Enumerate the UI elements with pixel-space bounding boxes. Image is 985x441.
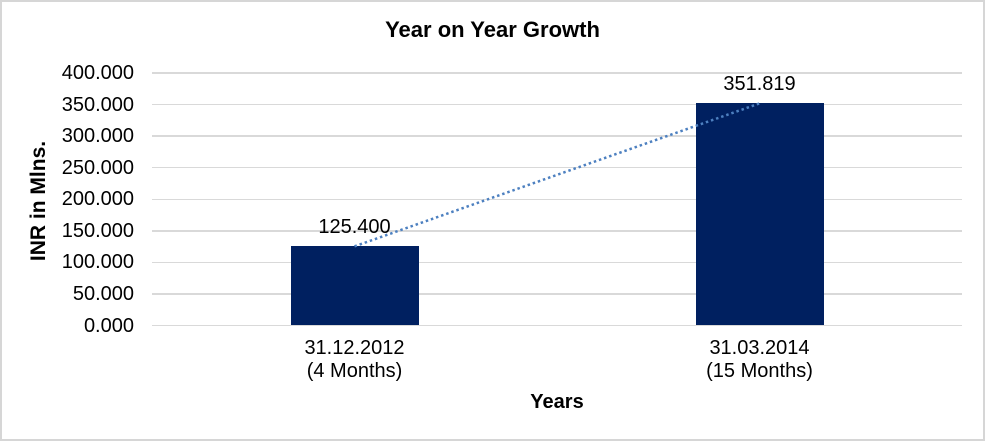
gridline xyxy=(152,324,962,327)
gridline xyxy=(152,261,962,264)
gridline xyxy=(152,72,962,74)
y-axis-tick-label: 100.000 xyxy=(61,251,134,274)
bar xyxy=(695,103,824,326)
y-axis-tick-label: 250.000 xyxy=(61,156,134,179)
gridline xyxy=(152,230,962,232)
category-label: 31.03.2014 (15 Months) xyxy=(640,337,880,383)
x-axis-title: Years xyxy=(530,391,584,413)
chart-title: Year on Year Growth xyxy=(385,17,600,42)
gridline xyxy=(152,103,962,106)
y-axis-tick-label: 400.000 xyxy=(61,62,134,84)
gridline xyxy=(152,135,962,137)
gridline xyxy=(152,198,962,200)
gridline xyxy=(152,166,962,169)
y-axis-tick-label: 150.000 xyxy=(61,219,134,242)
y-axis-tick-label: 0.000 xyxy=(83,314,134,337)
y-axis-tick-label: 50.000 xyxy=(72,282,134,305)
category-label-months: (15 Months) xyxy=(706,360,813,382)
bar-data-label: 351.819 xyxy=(723,73,796,96)
y-axis-tick-label: 200.000 xyxy=(61,188,134,211)
category-label: 31.12.2012 (4 Months) xyxy=(235,337,475,383)
y-axis-tick-label: 300.000 xyxy=(61,125,134,148)
category-label-date: 31.03.2014 xyxy=(709,337,810,359)
bar xyxy=(290,246,419,326)
y-axis-tick-label: 350.000 xyxy=(61,93,134,116)
bar-data-label: 125.400 xyxy=(318,216,391,239)
gridline xyxy=(152,293,962,295)
category-label-months: (4 Months) xyxy=(306,360,403,382)
category-label-date: 31.12.2012 xyxy=(304,337,405,359)
